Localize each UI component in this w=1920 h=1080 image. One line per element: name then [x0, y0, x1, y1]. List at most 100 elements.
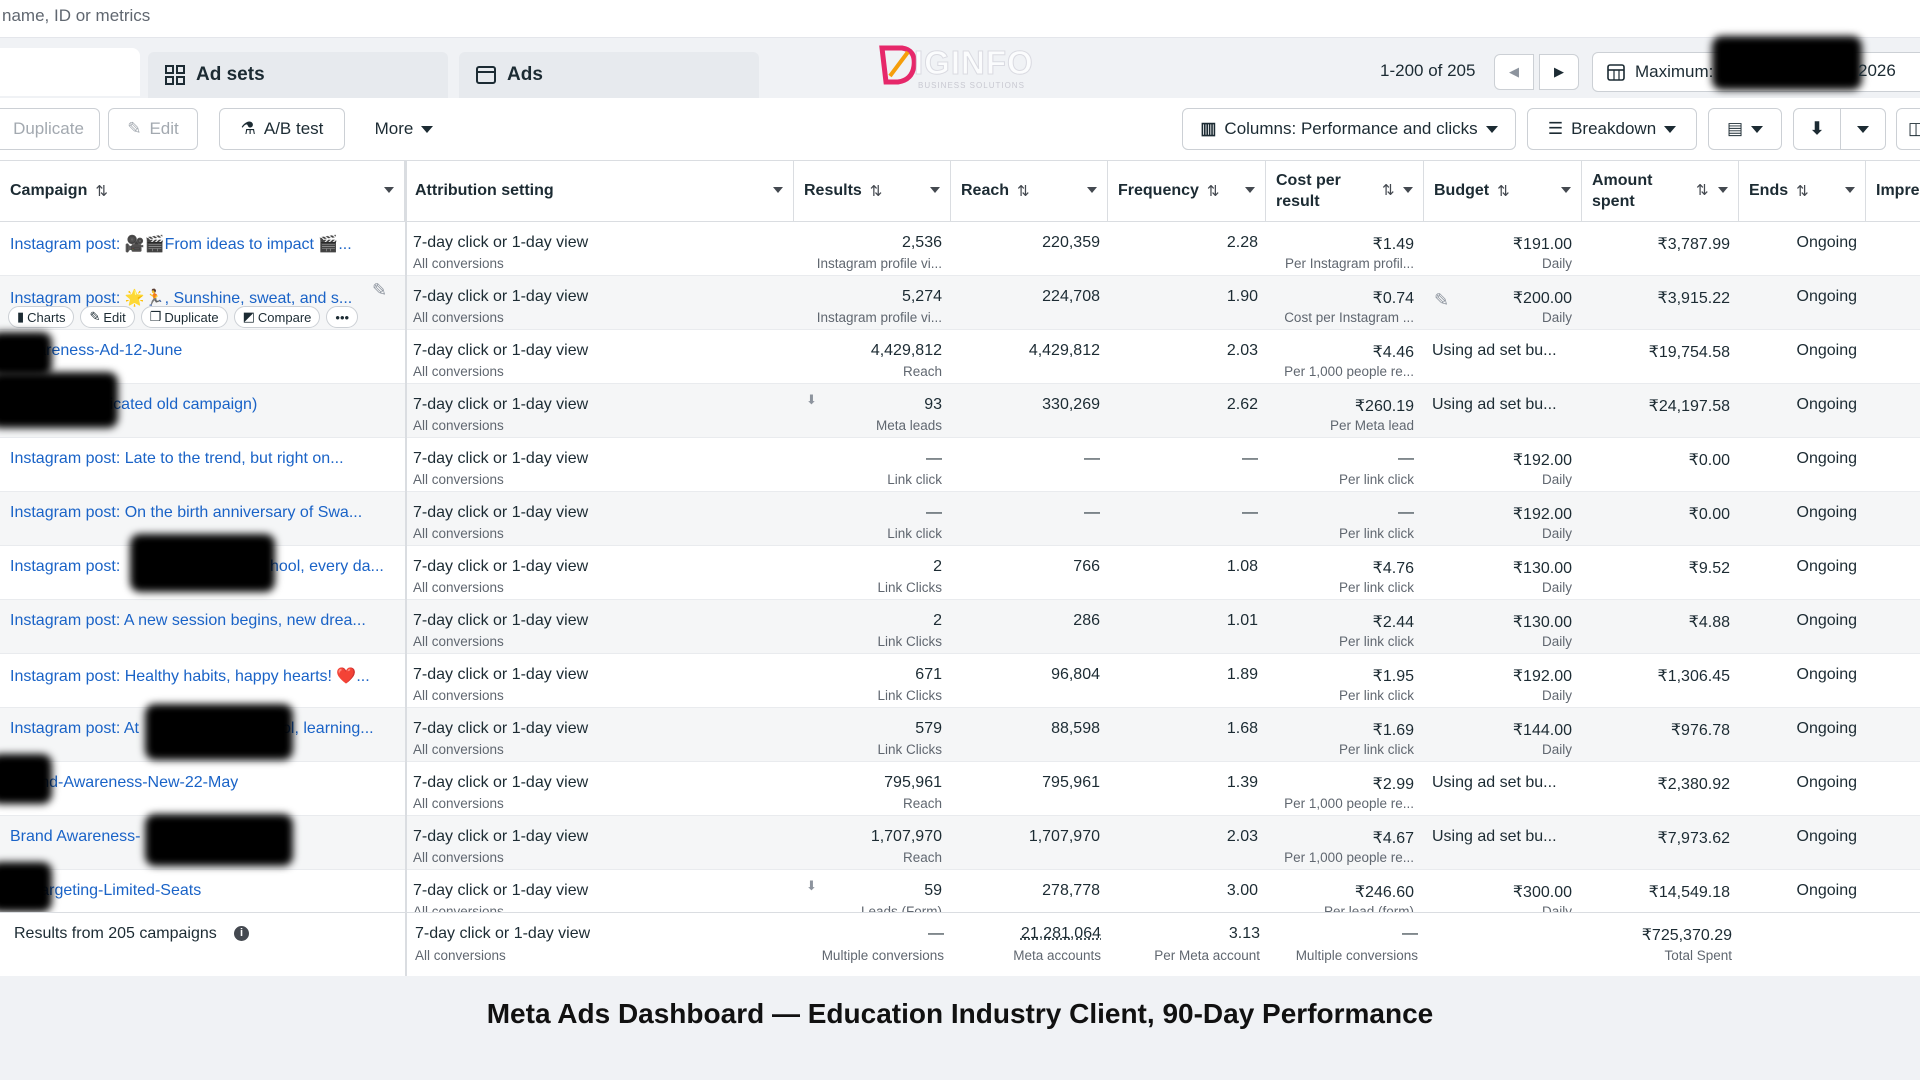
chevron-down-icon[interactable]	[930, 187, 940, 193]
chevron-down-icon[interactable]	[1087, 187, 1097, 193]
column-header-results[interactable]: Results ⇅	[794, 160, 951, 222]
sort-icon[interactable]: ⇅	[1796, 182, 1809, 200]
cell-budget-sub: Daily	[1432, 634, 1572, 649]
compare-button[interactable]: ◩ Compare	[234, 306, 321, 328]
summary-reach[interactable]: 21,281,064	[951, 925, 1101, 943]
row-edit-button[interactable]: ✎ Edit	[80, 306, 134, 328]
campaign-name-link[interactable]: Instagram post: 🎥🎬From ideas to impact 🎬…	[10, 234, 352, 254]
column-header-attribution[interactable]: Attribution setting	[405, 160, 794, 222]
pencil-icon[interactable]: ✎	[1434, 290, 1449, 311]
cell-results: 1,707,970	[794, 828, 942, 846]
table-row[interactable]: 29_Dec_(duplicated old campaign) 7-day cl…	[0, 384, 1920, 438]
summary-cost-sub: Multiple conversions	[1266, 948, 1418, 963]
column-header-budget[interactable]: Budget ⇅	[1424, 160, 1582, 222]
campaign-name-link[interactable]: Instagram post: Late to the trend, but r…	[10, 450, 344, 468]
edit-button[interactable]: ✎ Edit	[108, 108, 198, 150]
cell-reach: 220,359	[951, 234, 1100, 252]
column-header-cost-per-result[interactable]: Cost per result ⇅	[1266, 160, 1424, 222]
chevron-down-icon[interactable]	[1403, 187, 1413, 193]
table-row[interactable]: Instagram post: Late to the trend, but r…	[0, 438, 1920, 492]
campaign-name-link[interactable]: Instagram post: At	[10, 720, 139, 738]
next-page-button[interactable]: ▶	[1539, 54, 1579, 90]
chart-view-button[interactable]: ◫	[1896, 108, 1920, 150]
column-header-ends[interactable]: Ends ⇅	[1739, 160, 1866, 222]
row-duplicate-button[interactable]: ❐ Duplicate	[141, 306, 228, 328]
column-header-campaign[interactable]: Campaign ⇅	[0, 160, 405, 222]
ab-test-button[interactable]: ⚗ A/B test	[219, 108, 345, 150]
tab-ad-sets[interactable]: Ad sets	[148, 52, 448, 98]
sort-icon[interactable]: ⇅	[1207, 182, 1220, 200]
campaign-name-link[interactable]: Instagram post: Healthy habits, happy he…	[10, 666, 370, 686]
chevron-down-icon[interactable]	[1845, 187, 1855, 193]
chevron-right-icon: ▶	[1554, 64, 1564, 80]
sort-icon[interactable]: ⇅	[870, 182, 883, 200]
tab-ad-sets-label: Ad sets	[196, 64, 265, 86]
watermark-text: IGINFO	[914, 44, 1034, 82]
chevron-down-icon[interactable]	[1561, 187, 1571, 193]
column-header-amount-spent[interactable]: Amount spent ⇅	[1582, 160, 1739, 222]
table-row[interactable]: -Brand-Awareness-New-22-May 7-day click o…	[0, 762, 1920, 816]
chevron-down-icon[interactable]	[1245, 187, 1255, 193]
campaign-name-link[interactable]: Instagram post: On the birth anniversary…	[10, 504, 362, 522]
cell-reach: 766	[951, 558, 1100, 576]
campaign-name-tail[interactable]: ol, learning...	[282, 720, 374, 738]
table-row[interactable]: -Awareness-Ad-12-June 7-day click or 1-da…	[0, 330, 1920, 384]
table-row[interactable]: Instagram post: Healthy habits, happy he…	[0, 654, 1920, 708]
campaign-name-link[interactable]: Instagram post: 🌟🏃, Sunshine, sweat, and…	[10, 288, 352, 308]
chevron-down-icon	[1751, 126, 1763, 133]
chevron-down-icon[interactable]	[1718, 187, 1728, 193]
chevron-down-icon[interactable]	[384, 187, 394, 193]
table-row[interactable]: Instagram post: 🎥🎬From ideas to impact 🎬…	[0, 222, 1920, 276]
campaign-name-link[interactable]: Instagram post:	[10, 558, 120, 576]
columns-button[interactable]: ▥ Columns: Performance and clicks	[1182, 108, 1516, 150]
more-actions-button[interactable]: •••	[326, 306, 358, 328]
header-label: Campaign	[10, 182, 87, 200]
sort-icon[interactable]: ⇅	[95, 182, 108, 200]
cell-reach: 1,707,970	[951, 828, 1100, 846]
export-button[interactable]: ⬇	[1793, 108, 1841, 150]
table-row[interactable]: Instagram post: On the birth anniversary…	[0, 492, 1920, 546]
header-label: Reach	[961, 182, 1009, 200]
campaign-name-link[interactable]: Instagram post: A new session begins, ne…	[10, 612, 366, 630]
sort-icon[interactable]: ⇅	[1382, 180, 1395, 201]
column-header-impressions[interactable]: Impres	[1866, 160, 1920, 222]
cell-attribution-sub: All conversions	[413, 256, 783, 271]
chevron-down-icon[interactable]	[773, 187, 783, 193]
table-row[interactable]: Instagram post: hool, every da... 7-day c…	[0, 546, 1920, 600]
summary-frequency-sub: Per Meta account	[1108, 948, 1260, 963]
cell-amount: ₹19,754.58	[1582, 342, 1730, 362]
search-bar[interactable]: name, ID or metrics	[0, 0, 1920, 38]
pencil-icon[interactable]: ✎	[372, 280, 387, 301]
info-icon[interactable]: i	[234, 926, 249, 941]
campaign-name-tail[interactable]: hool, every da...	[270, 558, 384, 576]
calendar-icon	[1607, 63, 1625, 81]
duplicate-button[interactable]: Duplicate	[0, 108, 100, 150]
sort-icon[interactable]: ⇅	[1017, 182, 1030, 200]
charts-button[interactable]: ▮ Charts	[8, 306, 74, 328]
summary-row: Results from 205 campaigns i 7-day click…	[0, 912, 1920, 976]
sort-icon[interactable]: ⇅	[1497, 182, 1510, 200]
cell-amount: ₹4.88	[1582, 612, 1730, 632]
tab-campaigns[interactable]	[0, 48, 140, 96]
table-row[interactable]: Instagram post: A new session begins, ne…	[0, 600, 1920, 654]
more-button[interactable]: More	[360, 108, 448, 150]
cell-results-sub: Reach	[794, 364, 942, 379]
pagination-range: 1-200 of 205	[1380, 61, 1475, 81]
campaign-name-link[interactable]: Brand Awareness-	[10, 828, 140, 846]
column-header-reach[interactable]: Reach ⇅	[951, 160, 1108, 222]
column-divider	[405, 912, 407, 976]
breakdown-button[interactable]: ☰ Breakdown	[1527, 108, 1697, 150]
more-label: More	[375, 119, 414, 139]
previous-page-button[interactable]: ◀	[1494, 54, 1534, 90]
reports-button[interactable]: ▤	[1708, 108, 1782, 150]
cell-frequency: 2.62	[1108, 396, 1258, 414]
cell-budget-sub: Daily	[1432, 310, 1572, 325]
tab-ads[interactable]: Ads	[459, 52, 759, 98]
cell-reach: 96,804	[951, 666, 1100, 684]
sort-icon[interactable]: ⇅	[1696, 180, 1709, 201]
cell-budget: Using ad set bu...	[1432, 774, 1572, 792]
column-header-frequency[interactable]: Frequency ⇅	[1108, 160, 1266, 222]
cell-reach: —	[951, 450, 1100, 468]
cell-attribution-sub: All conversions	[413, 634, 783, 649]
export-options-button[interactable]	[1840, 108, 1886, 150]
